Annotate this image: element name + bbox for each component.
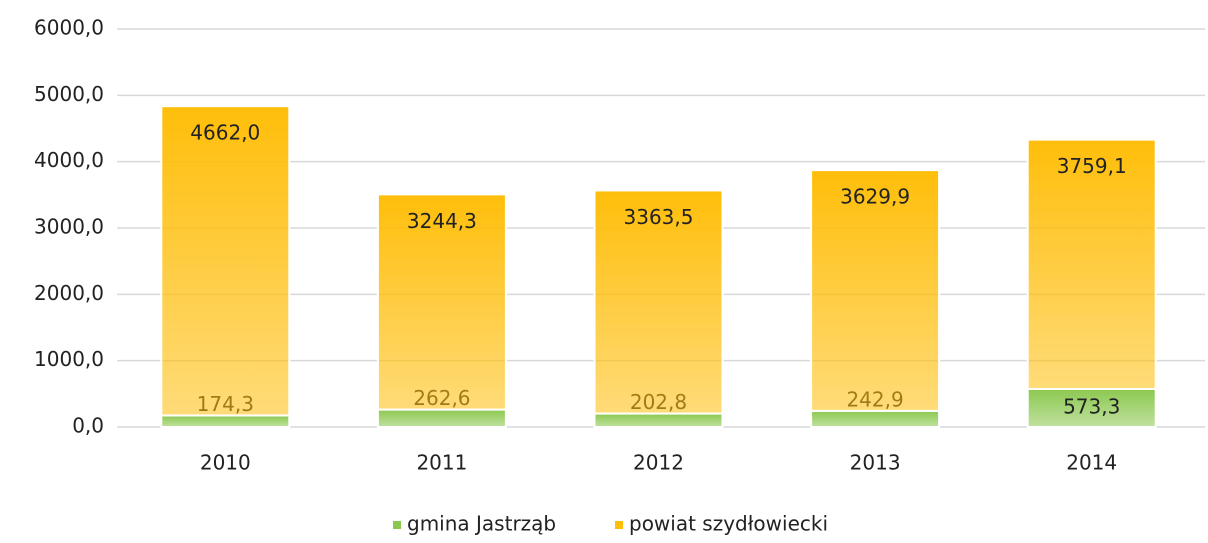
x-tick-label: 2014 bbox=[1066, 451, 1117, 475]
bar-segment bbox=[810, 169, 941, 412]
x-tick-label: 2011 bbox=[416, 451, 467, 475]
x-tick-label: 2013 bbox=[850, 451, 901, 475]
legend-swatch bbox=[393, 521, 401, 529]
bar-segment bbox=[160, 105, 291, 417]
legend-label: powiat szydłowiecki bbox=[629, 512, 828, 536]
data-label: 3363,5 bbox=[624, 205, 694, 229]
data-label: 3244,3 bbox=[407, 209, 477, 233]
x-tick-label: 2010 bbox=[200, 451, 251, 475]
bar-segment bbox=[1026, 387, 1157, 428]
y-tick-label: 4000,0 bbox=[34, 148, 104, 172]
data-label: 3759,1 bbox=[1057, 154, 1127, 178]
y-tick-label: 5000,0 bbox=[34, 82, 104, 106]
legend-label: gmina Jastrząb bbox=[407, 512, 556, 536]
y-tick-label: 6000,0 bbox=[34, 16, 104, 40]
y-tick-label: 1000,0 bbox=[34, 347, 104, 371]
bar-segment bbox=[376, 408, 507, 429]
data-label: 4662,0 bbox=[190, 121, 260, 145]
bar-segment bbox=[376, 193, 507, 411]
bar-segment bbox=[810, 409, 941, 428]
legend-swatch bbox=[615, 521, 623, 529]
bar-segment bbox=[1026, 138, 1157, 390]
data-label: 573,3 bbox=[1063, 394, 1120, 418]
y-tick-label: 0,0 bbox=[72, 414, 104, 438]
x-tick-label: 2012 bbox=[633, 451, 684, 475]
bar-segment bbox=[593, 189, 724, 415]
bar-segment bbox=[593, 412, 724, 429]
bar-segment bbox=[160, 414, 291, 429]
y-tick-label: 3000,0 bbox=[34, 215, 104, 239]
data-label: 3629,9 bbox=[840, 185, 910, 209]
y-tick-label: 2000,0 bbox=[34, 281, 104, 305]
